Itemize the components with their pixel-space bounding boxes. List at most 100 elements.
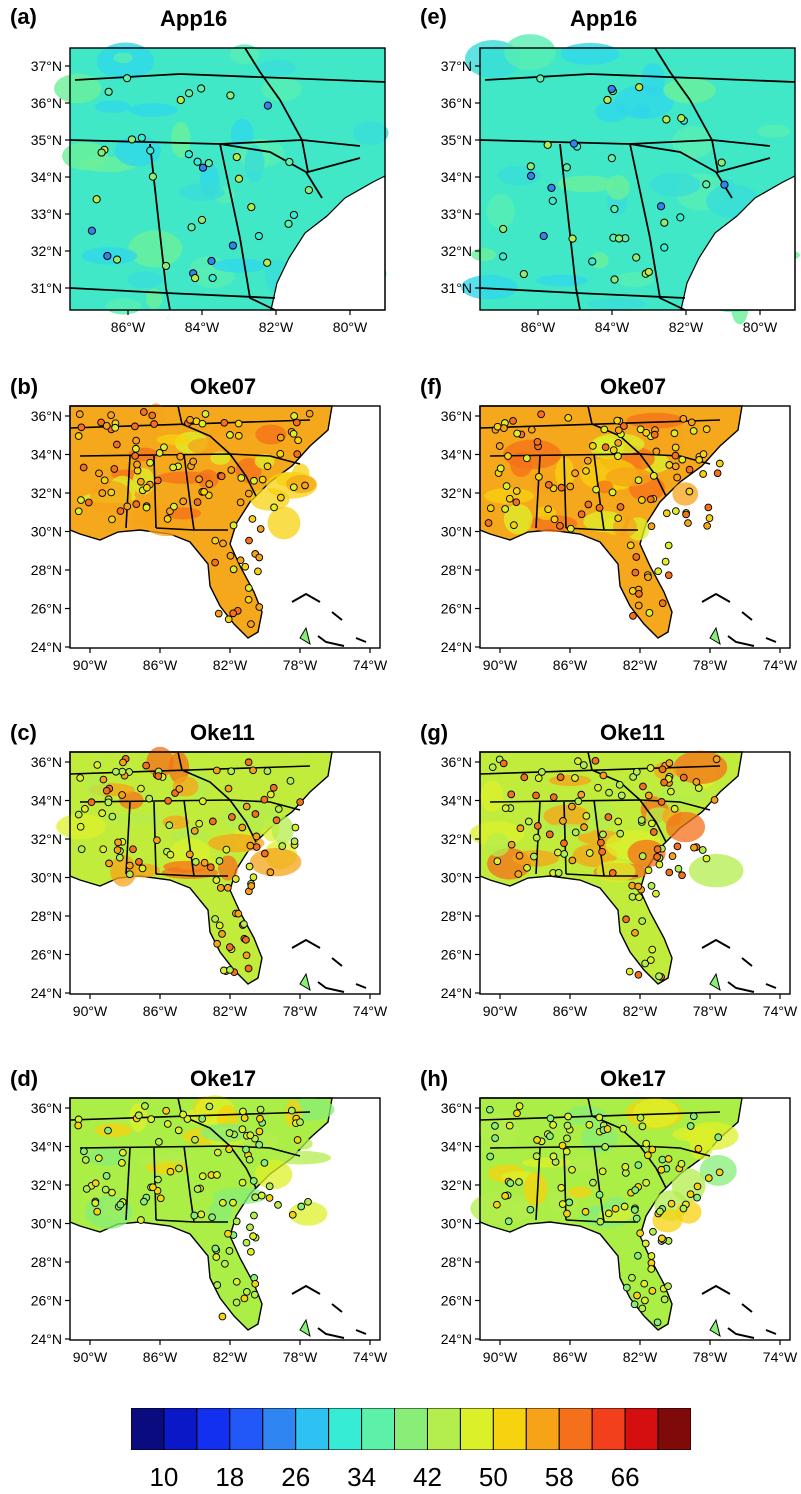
colorbar-swatch [624, 1408, 659, 1450]
lon-tick-label: 90°W [483, 657, 518, 673]
map-panel-a: (a) App16 37°N 36°N 35°N 34°N 33°N 32°N 31°N 86°W… [0, 0, 391, 346]
lat-tick-label: 34°N [31, 1139, 62, 1155]
lon-tick-label: 90°W [73, 1349, 108, 1365]
lat-tick-label: 32°N [31, 831, 62, 847]
map-panel-b: (b) Oke07 36°N 34°N 32°N 30°N 28°N 26°N 24°N 90°W… [0, 368, 391, 714]
lon-tick-label: 82°W [213, 1003, 248, 1019]
colorbar-swatch [196, 1408, 231, 1450]
lon-tick-label: 90°W [73, 1003, 108, 1019]
panel-title: Oke07 [600, 374, 667, 399]
map-panel-c: (c) Oke11 36°N 34°N 32°N 30°N 28°N 26°N 24°N 90°W… [0, 714, 391, 1060]
lon-tick-label: 74°W [353, 1003, 388, 1019]
lon-tick-label: 86°W [111, 319, 146, 335]
lat-tick-label: 34°N [441, 169, 472, 185]
lat-tick-label: 26°N [31, 601, 62, 617]
lat-tick-label: 30°N [441, 870, 472, 886]
lat-tick-label: 33°N [31, 206, 62, 222]
lon-tick-label: 74°W [353, 657, 388, 673]
lat-tick-label: 36°N [441, 1100, 472, 1116]
lon-tick-label: 86°W [553, 1349, 588, 1365]
map-panel-d: (d) Oke17 36°N 34°N 32°N 30°N 28°N 26°N 24°N 90°W… [0, 1060, 391, 1406]
lat-tick-label: 30°N [441, 1216, 472, 1232]
lat-tick-label: 30°N [31, 1216, 62, 1232]
lat-tick-label: 36°N [31, 754, 62, 770]
lon-tick-label: 78°W [283, 1003, 318, 1019]
lat-tick-label: 30°N [31, 524, 62, 540]
lat-tick-label: 32°N [31, 1177, 62, 1193]
panel-letter: (g) [420, 720, 449, 745]
colorbar-swatch [591, 1408, 626, 1450]
panel-title: App16 [160, 6, 228, 31]
lat-tick-label: 24°N [31, 985, 62, 1001]
lat-tick-label: 24°N [31, 1331, 62, 1347]
panel-title: Oke11 [190, 720, 255, 745]
colorbar-swatch [295, 1408, 330, 1450]
lat-tick-label: 28°N [31, 1254, 62, 1270]
lon-tick-label: 78°W [693, 1349, 728, 1365]
lat-tick-label: 32°N [31, 243, 62, 259]
lat-tick-label: 28°N [441, 908, 472, 924]
map-plot: 36°N 34°N 32°N 30°N 28°N 26°N 24°N 90°W 86°W 82°W… [31, 403, 388, 673]
colorbar-swatch [262, 1408, 297, 1450]
panel-letter: (c) [10, 720, 37, 745]
colorbar-swatch [394, 1408, 428, 1450]
colorbar-tick-label: 26 [281, 1462, 311, 1492]
map-panel-h: (h) Oke17 36°N 34°N 32°N 30°N 28°N 26°N 24°N 90°W… [410, 1060, 801, 1406]
colorbar-tick-label: 42 [413, 1462, 442, 1492]
lat-tick-label: 28°N [31, 562, 62, 578]
lat-tick-label: 24°N [31, 639, 62, 655]
lat-tick-label: 36°N [441, 95, 472, 111]
panel-title: Oke11 [600, 720, 665, 745]
lon-tick-label: 86°W [553, 657, 588, 673]
lon-tick-label: 78°W [283, 657, 318, 673]
colorbar [131, 1408, 691, 1450]
lon-tick-label: 82°W [213, 657, 248, 673]
lat-tick-label: 32°N [441, 243, 472, 259]
map-plot: 37°N 36°N 35°N 34°N 33°N 32°N 31°N 86°W 84°W 82°W… [31, 42, 389, 335]
lon-tick-label: 82°W [623, 1349, 658, 1365]
panel-letter: (d) [10, 1066, 39, 1091]
panel-letter: (a) [10, 4, 37, 29]
lat-tick-label: 34°N [31, 169, 62, 185]
colorbar-swatch [131, 1408, 165, 1450]
lat-tick-label: 34°N [441, 447, 472, 463]
lat-tick-label: 26°N [441, 1293, 472, 1309]
colorbar-tick-label: 50 [478, 1462, 508, 1492]
colorbar-tick-label: 66 [610, 1462, 640, 1492]
lat-tick-label: 33°N [441, 206, 472, 222]
lat-tick-label: 34°N [31, 793, 62, 809]
colorbar-swatch [657, 1408, 691, 1450]
lat-tick-label: 31°N [441, 280, 472, 296]
map-panel-e: (e) App16 37°N 36°N 35°N 34°N 33°N 32°N 31°N 86°W… [410, 0, 801, 346]
map-plot: 37°N 36°N 35°N 34°N 33°N 32°N 31°N 86°W 84°W 82°W… [441, 34, 800, 335]
lon-tick-label: 86°W [553, 1003, 588, 1019]
lat-tick-label: 35°N [441, 132, 472, 148]
map-plot: 36°N 34°N 32°N 30°N 28°N 26°N 24°N 90°W 86°W 82°W… [441, 1097, 798, 1365]
colorbar-swatch [426, 1408, 461, 1450]
lon-tick-label: 74°W [763, 657, 798, 673]
lat-tick-label: 32°N [441, 485, 472, 501]
lon-tick-label: 86°W [143, 1003, 178, 1019]
map-plot: 36°N 34°N 32°N 30°N 28°N 26°N 24°N 90°W 86°W 82°W… [441, 750, 798, 1019]
lon-tick-label: 90°W [483, 1349, 518, 1365]
lat-tick-label: 28°N [441, 562, 472, 578]
map-panel-g: (g) Oke11 36°N 34°N 32°N 30°N 28°N 26°N 24°N 90°W… [410, 714, 801, 1060]
lat-tick-label: 28°N [441, 1254, 472, 1270]
colorbar-swatch [163, 1408, 198, 1450]
colorbar-tick-label: 10 [149, 1462, 179, 1492]
lon-tick-label: 86°W [521, 319, 556, 335]
panel-title: App16 [570, 6, 638, 31]
colorbar-swatch [492, 1408, 527, 1450]
lon-tick-label: 82°W [623, 657, 658, 673]
panel-title: Oke07 [190, 374, 257, 399]
lat-tick-label: 34°N [441, 1139, 472, 1155]
lon-tick-label: 78°W [283, 1349, 318, 1365]
map-panel-f: (f) Oke07 36°N 34°N 32°N 30°N 28°N 26°N 24°N 90°W… [410, 368, 801, 714]
panel-title: Oke17 [600, 1066, 667, 1091]
panel-title: Oke17 [190, 1066, 257, 1091]
colorbar-swatch [361, 1408, 396, 1450]
lat-tick-label: 30°N [31, 870, 62, 886]
lat-tick-label: 32°N [31, 485, 62, 501]
lat-tick-label: 26°N [31, 947, 62, 963]
panel-letter: (f) [420, 374, 442, 399]
